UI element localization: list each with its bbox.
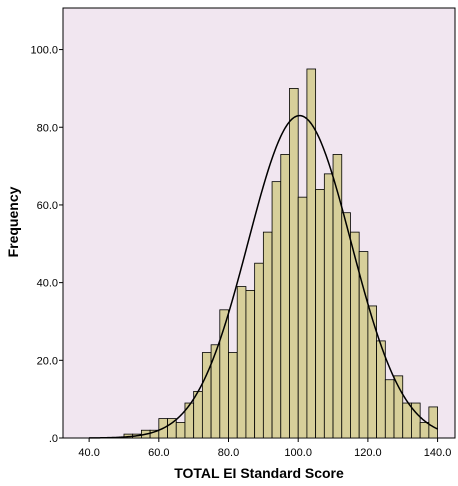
histogram-bar-18 (280, 154, 290, 439)
x-tick-label-5: 140.0 (424, 447, 452, 459)
histogram-bar-12 (228, 352, 238, 439)
histogram-bar-16 (262, 231, 273, 439)
histogram-bar-35 (428, 406, 438, 439)
y-axis: .0 20.0 40.0 60.0 80.0 100.0 (30, 45, 63, 445)
histogram-bar-8 (193, 390, 203, 439)
histogram-bar-17 (271, 181, 282, 439)
x-axis: 40.0 60.0 80.0 100.0 120.0 140.0 (78, 438, 451, 459)
x-axis-title: TOTAL EI Standard Score (174, 465, 344, 481)
y-tick-label-0: .0 (49, 433, 58, 445)
histogram-bar-25 (341, 212, 351, 439)
histogram-bar-32 (402, 402, 412, 439)
y-tick-label-3: 60.0 (37, 200, 58, 212)
x-tick-label-1: 60.0 (148, 447, 169, 459)
histogram-bar-20 (297, 196, 308, 439)
histogram-bar-19 (289, 88, 299, 439)
histogram-bar-24 (332, 154, 343, 439)
y-tick-label-4: 80.0 (37, 122, 58, 134)
normal-curve (89, 114, 438, 439)
x-tick-label-2: 80.0 (218, 447, 239, 459)
histogram-bar-33 (411, 402, 421, 439)
histogram-bar-13 (236, 286, 247, 439)
histogram-bar-22 (315, 189, 325, 439)
histogram-bar-26 (350, 231, 360, 439)
x-tick-label-0: 40.0 (78, 447, 99, 459)
histogram-bar-23 (323, 173, 334, 439)
histogram-bar-14 (245, 289, 256, 439)
x-tick-label-4: 120.0 (354, 447, 382, 459)
histogram-bar-6 (175, 422, 186, 439)
y-axis-title: Frequency (5, 186, 21, 257)
histogram-bar-34 (419, 422, 430, 439)
histogram-bar-30 (384, 379, 395, 439)
y-tick-label-5: 100.0 (30, 45, 58, 57)
x-tick-label-3: 100.0 (284, 447, 312, 459)
y-tick-label-1: 20.0 (37, 355, 58, 367)
y-tick-label-2: 40.0 (37, 278, 58, 290)
histogram-bar-15 (254, 262, 264, 439)
